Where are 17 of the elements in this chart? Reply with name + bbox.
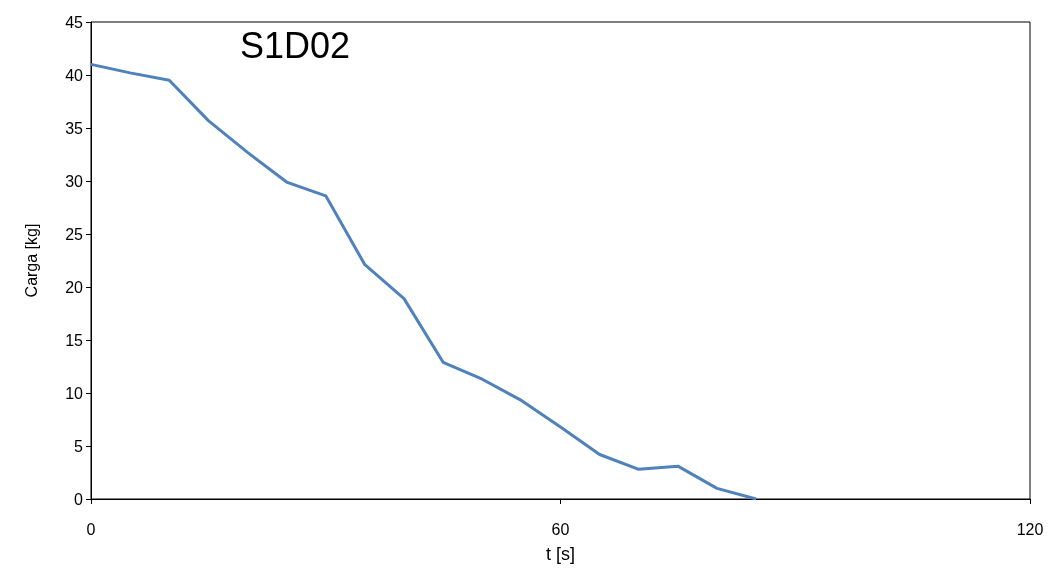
y-tick-label: 40 [65, 66, 84, 84]
y-tick-label: 25 [65, 225, 84, 243]
y-tick-label: 35 [65, 119, 84, 137]
y-tick-label: 0 [74, 490, 84, 508]
chart-title: S1D02 [240, 24, 351, 66]
y-tick-label: 15 [65, 331, 84, 349]
x-tick-label: 120 [1016, 520, 1044, 538]
x-tick-label: 60 [551, 520, 570, 538]
line-series [89, 62, 758, 501]
y-tick-label: 20 [65, 278, 84, 296]
y-tick-label: 30 [65, 172, 84, 190]
y-tick-label: 45 [65, 13, 84, 31]
y-axis-title: Carga [kg] [22, 223, 40, 298]
y-tick-label: 5 [74, 437, 84, 455]
y-tick-label: 10 [65, 384, 84, 402]
x-axis-title: t [s] [545, 544, 576, 564]
x-tick-label: 0 [86, 520, 96, 538]
